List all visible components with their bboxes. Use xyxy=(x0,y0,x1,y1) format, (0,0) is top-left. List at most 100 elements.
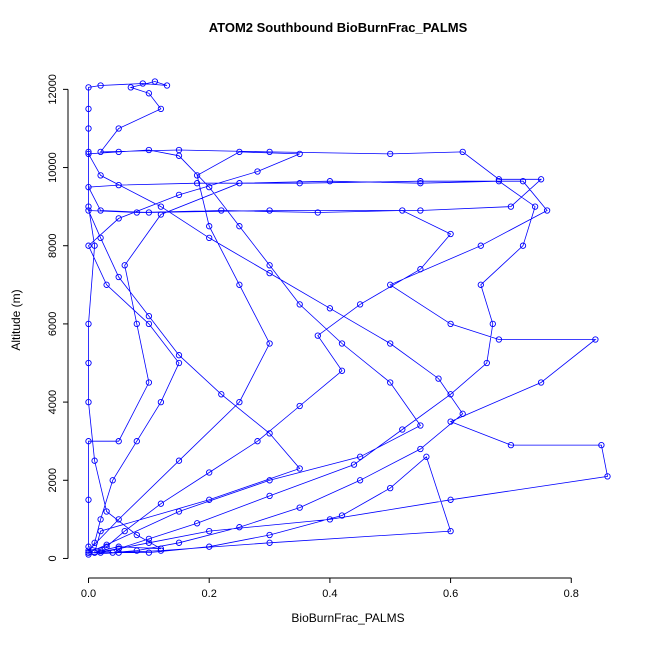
data-point-marker xyxy=(121,262,128,269)
data-series xyxy=(85,78,611,558)
data-point-marker xyxy=(175,152,183,159)
data-point-marker xyxy=(145,90,153,97)
data-point-marker xyxy=(145,146,153,154)
data-point-marker xyxy=(296,504,303,511)
data-point-marker xyxy=(145,320,153,328)
data-point-marker xyxy=(537,176,545,183)
data-point-marker xyxy=(85,148,92,156)
data-point-marker xyxy=(537,379,545,386)
data-point-marker xyxy=(115,273,122,281)
chart-title: ATOM2 Southbound BioBurnFrac_PALMS xyxy=(209,20,468,35)
y-tick-label: 10000 xyxy=(47,152,59,183)
data-point-marker xyxy=(483,359,490,367)
data-point-marker xyxy=(157,203,165,210)
data-point-marker xyxy=(97,516,104,523)
data-point-marker xyxy=(85,203,92,210)
data-point-marker xyxy=(356,477,364,484)
data-point-marker xyxy=(157,500,165,507)
data-point-marker xyxy=(145,549,153,556)
data-point-marker xyxy=(85,549,92,556)
data-point-marker xyxy=(103,541,110,548)
data-point-marker xyxy=(296,301,303,308)
data-point-marker xyxy=(387,340,394,347)
data-point-marker xyxy=(387,484,394,492)
data-point-marker xyxy=(266,148,273,156)
data-point-marker xyxy=(85,543,92,550)
data-point-marker xyxy=(115,438,122,445)
data-point-marker xyxy=(296,180,303,187)
data-point-marker xyxy=(326,178,334,185)
data-point-marker xyxy=(338,340,346,347)
data-point-marker xyxy=(296,465,303,472)
data-point-marker xyxy=(151,78,159,85)
data-point-marker xyxy=(109,477,116,484)
data-point-marker xyxy=(91,457,98,464)
data-point-marker xyxy=(507,441,515,449)
data-point-marker xyxy=(447,418,454,425)
data-point-marker xyxy=(175,191,183,199)
data-point-marker xyxy=(133,209,140,216)
data-point-marker xyxy=(115,545,122,552)
data-point-marker xyxy=(266,531,273,539)
data-point-marker xyxy=(326,305,334,312)
data-point-marker xyxy=(236,524,243,531)
data-point-marker xyxy=(115,181,122,189)
data-point-marker xyxy=(447,230,454,238)
data-point-marker xyxy=(115,516,122,523)
data-point-marker xyxy=(206,543,213,550)
data-point-marker xyxy=(85,359,92,367)
data-point-marker xyxy=(145,312,153,320)
data-point-marker xyxy=(175,508,183,515)
data-point-marker xyxy=(236,148,243,156)
data-point-marker xyxy=(115,549,122,556)
data-point-marker xyxy=(477,242,484,249)
data-point-marker xyxy=(266,430,273,437)
data-point-marker xyxy=(495,176,503,183)
data-point-marker xyxy=(236,398,243,406)
axes: 0.0 0.2 0.4 0.6 0.8 0 2000 4000 6000 8000 10000 120… xyxy=(47,74,579,600)
data-point-marker xyxy=(236,223,243,230)
data-point-marker xyxy=(133,320,140,328)
data-point-marker xyxy=(85,496,92,503)
x-tick-label: 0.6 xyxy=(443,588,458,600)
y-tick-label: 8000 xyxy=(47,233,59,257)
data-point-marker xyxy=(266,207,273,214)
data-point-marker xyxy=(85,183,92,191)
data-point-marker xyxy=(175,359,183,367)
data-point-marker xyxy=(399,426,406,433)
y-tick-label: 4000 xyxy=(47,390,59,414)
data-point-marker xyxy=(459,148,466,156)
data-point-marker xyxy=(85,438,92,445)
data-point-marker xyxy=(157,398,165,406)
data-point-marker xyxy=(417,422,424,429)
x-axis-title: BioBurnFrac_PALMS xyxy=(291,611,404,625)
data-point-marker xyxy=(254,438,261,445)
data-point-marker xyxy=(489,320,496,328)
data-point-marker xyxy=(266,477,273,484)
data-point-marker xyxy=(97,527,104,535)
data-point-marker xyxy=(121,527,128,535)
data-point-marker xyxy=(157,545,165,552)
data-point-marker xyxy=(296,402,303,410)
data-point-marker xyxy=(85,320,92,328)
data-point-marker xyxy=(115,215,122,222)
data-point-marker xyxy=(592,336,599,343)
data-point-marker xyxy=(175,352,183,359)
data-point-marker xyxy=(459,410,466,417)
data-point-marker xyxy=(97,82,104,89)
data-point-marker xyxy=(97,549,104,556)
x-tick-label: 0.0 xyxy=(81,588,96,600)
data-point-marker xyxy=(266,492,273,500)
data-point-marker xyxy=(447,320,454,328)
data-point-marker xyxy=(417,180,424,187)
data-point-marker xyxy=(97,234,104,242)
data-point-marker xyxy=(417,445,424,453)
data-point-marker xyxy=(314,332,321,339)
data-point-marker xyxy=(175,457,183,464)
data-point-marker xyxy=(91,539,98,546)
data-point-marker xyxy=(145,209,153,216)
data-point-marker xyxy=(417,207,424,214)
data-point-marker xyxy=(236,281,243,288)
y-axis-title: Altitude (m) xyxy=(9,289,23,350)
